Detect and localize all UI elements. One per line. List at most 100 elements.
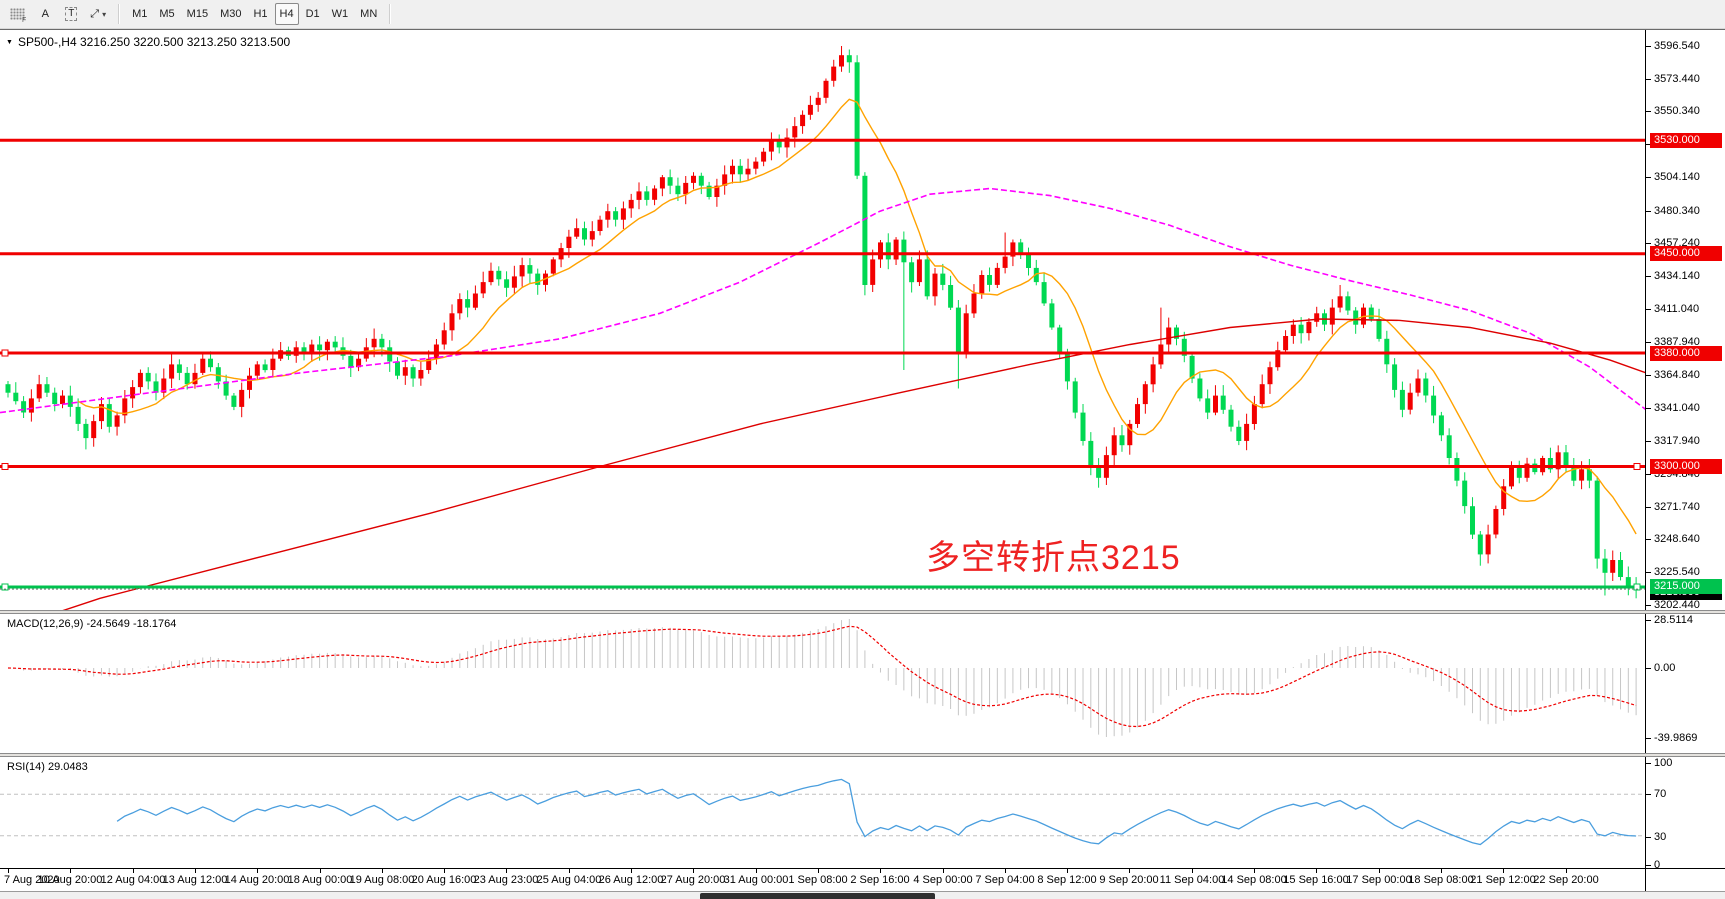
timeframe-button-mn[interactable]: MN	[360, 8, 378, 20]
axis-tick	[1646, 342, 1651, 343]
price-tick-label: 3341.040	[1654, 402, 1700, 414]
time-axis[interactable]: 7 Aug 2020 10 Aug 20:00 12 Aug 04:00 13 …	[0, 869, 1646, 891]
macd-panel-canvas[interactable]: MACD(12,26,9) -24.5649 -18.1764	[0, 614, 1646, 753]
text-box-button[interactable]: T	[59, 3, 83, 25]
axis-tick	[1646, 276, 1651, 277]
axis-tick	[1646, 539, 1651, 540]
date-label: 18 Sep 08:00	[1408, 874, 1474, 886]
axis-tick	[1646, 572, 1651, 573]
h-scrollbar-thumb[interactable]	[700, 893, 935, 899]
time-axis-corner	[1646, 869, 1725, 891]
text-label-button[interactable]: A	[33, 3, 57, 25]
date-label: 19 Aug 08:00	[349, 874, 415, 886]
date-label: 21 Sep 12:00	[1470, 874, 1536, 886]
time-tick	[8, 869, 9, 873]
symbol-ohlc-text: SP500-,H4 3216.250 3220.500 3213.250 321…	[17, 35, 291, 49]
axis-tick	[1646, 620, 1651, 621]
price-badge-3530.000: 3530.000	[1650, 133, 1722, 148]
time-tick	[257, 869, 258, 873]
axis-tick	[1646, 837, 1651, 838]
timeframe-button-d1[interactable]: D1	[305, 8, 320, 20]
timeframe-button-w1[interactable]: W1	[331, 8, 349, 20]
price-tick-label: 3596.540	[1654, 40, 1700, 52]
panel-splitter[interactable]	[0, 610, 1725, 614]
timeframe-button-m1[interactable]: M1	[132, 8, 148, 20]
rsi-tick-label: 0	[1654, 859, 1661, 868]
chart-annotation-text: 多空转折点3215	[926, 539, 1181, 577]
price-badge-3380.000: 3380.000	[1650, 346, 1722, 361]
time-tick	[1192, 869, 1193, 873]
axis-tick	[1646, 507, 1651, 508]
macd-axis[interactable]: 28.5114 0.00 -39.9869	[1646, 614, 1725, 753]
time-tick	[1441, 869, 1442, 873]
price-tick-label: 3271.740	[1654, 501, 1700, 513]
axis-tick	[1646, 738, 1651, 739]
line-handle[interactable]	[1633, 583, 1641, 591]
date-label: 26 Aug 12:00	[598, 874, 664, 886]
panel-splitter[interactable]	[0, 753, 1725, 757]
price-tick-label: 3504.140	[1654, 171, 1700, 183]
date-label: 9 Sep 20:00	[1099, 874, 1159, 886]
price-tick-label: 3387.940	[1654, 336, 1700, 348]
rsi-line	[116, 778, 1637, 846]
price-tick-label: 3411.040	[1654, 303, 1700, 315]
time-tick	[382, 869, 383, 873]
axis-tick	[1646, 605, 1651, 606]
axis-tick	[1646, 375, 1651, 376]
date-label: 11 Sep 04:00	[1159, 874, 1225, 886]
date-label: 15 Sep 16:00	[1283, 874, 1349, 886]
timeframe-button-h4[interactable]: H4	[274, 3, 299, 25]
text-label-icon: A	[41, 8, 49, 20]
price-tick-label: 3480.340	[1654, 205, 1700, 217]
price-tick-label: 3248.640	[1654, 533, 1700, 545]
line-handle[interactable]	[1, 463, 9, 470]
axis-tick	[1646, 865, 1651, 866]
timeframe-button-m30[interactable]: M30	[220, 8, 242, 20]
chevron-down-icon: ▾	[102, 9, 107, 19]
horizontal-scrollbar[interactable]	[0, 891, 1725, 899]
date-label: 18 Aug 00:00	[287, 874, 353, 886]
rsi-panel-canvas[interactable]: RSI(14) 29.0483	[0, 757, 1646, 868]
rsi-tick-label: 70	[1654, 788, 1667, 800]
cursor-arrows-button[interactable]: ⤢ ▾	[85, 3, 111, 25]
ma-mid-line	[0, 187, 1645, 414]
axis-tick	[1646, 211, 1651, 212]
timeframe-button-m15[interactable]: M15	[186, 8, 209, 20]
timeframe-button-group: M1 M5 M15 M30 H1 H4 D1 W1 MN	[126, 3, 383, 25]
price-badge-3215.000: 3215.000	[1650, 579, 1722, 594]
date-label: 25 Aug 04:00	[536, 874, 602, 886]
grid-f-label: F	[22, 17, 27, 24]
price-tick-label: 3202.440	[1654, 599, 1700, 610]
macd-label: MACD(12,26,9) -24.5649 -18.1764	[7, 618, 177, 630]
axis-tick	[1646, 408, 1651, 409]
line-handle[interactable]	[1, 583, 9, 591]
date-label: 20 Aug 16:00	[411, 874, 477, 886]
date-label: 4 Sep 00:00	[913, 874, 973, 886]
ma-slow-line	[62, 318, 1645, 610]
macd-tick-label: -39.9869	[1654, 732, 1698, 744]
templates-grid-button[interactable]: F	[5, 3, 31, 25]
time-tick	[1254, 869, 1255, 873]
timeframe-button-h1[interactable]: H1	[253, 8, 268, 20]
rsi-tick-label: 30	[1654, 831, 1667, 843]
axis-tick	[1646, 441, 1651, 442]
price-tick-label: 3573.440	[1654, 73, 1700, 85]
date-label: 31 Aug 00:00	[723, 874, 789, 886]
time-tick	[506, 869, 507, 873]
line-handle[interactable]	[1633, 463, 1641, 470]
grid-icon	[10, 8, 25, 20]
collapse-triangle-icon[interactable]: ▼	[6, 38, 13, 46]
rsi-axis[interactable]: 100 70 30 0	[1646, 757, 1725, 868]
time-tick	[631, 869, 632, 873]
axis-tick	[1646, 668, 1651, 669]
line-handle[interactable]	[1, 349, 9, 357]
main-chart-canvas[interactable]: ▼ SP500-,H4 3216.250 3220.500 3213.250 3…	[0, 30, 1646, 610]
time-tick	[1503, 869, 1504, 873]
macd-tick-label: 28.5114	[1654, 614, 1693, 626]
toolbar-separator	[389, 4, 392, 24]
axis-tick	[1646, 243, 1651, 244]
timeframe-button-m5[interactable]: M5	[159, 8, 175, 20]
axis-tick	[1646, 111, 1651, 112]
ma-fast-line	[77, 98, 1637, 535]
price-axis[interactable]: 3596.5403573.4403550.3403527.2403504.140…	[1646, 30, 1725, 610]
